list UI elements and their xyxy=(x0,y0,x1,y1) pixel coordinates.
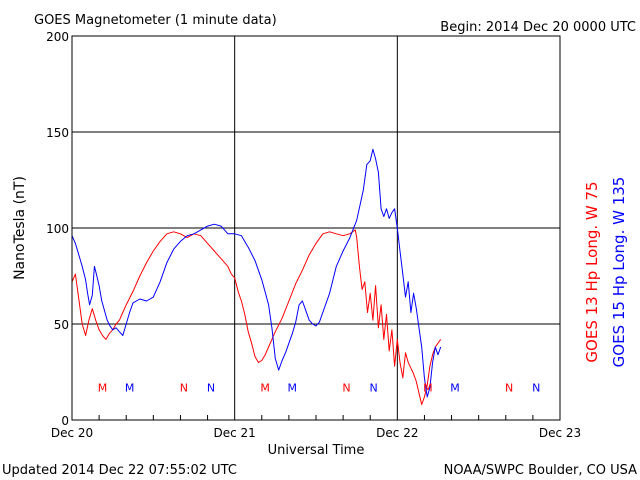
y-tick-label: 200 xyxy=(46,30,69,44)
y-tick-label: 50 xyxy=(54,318,69,332)
credit: NOAA/SWPC Boulder, CO USA xyxy=(444,463,637,478)
y-tick-label: 100 xyxy=(46,222,69,236)
legend-entry: GOES 13 Hp Long. W 75 xyxy=(583,181,601,362)
x-tick-label: Dec 23 xyxy=(539,426,581,440)
legend: GOES 13 Hp Long. W 75 GOES 15 Hp Long. W … xyxy=(583,177,628,368)
x-tick-label: Dec 22 xyxy=(376,426,418,440)
mn-marker: M xyxy=(125,381,135,394)
mn-marker: N xyxy=(505,381,513,394)
legend-entry: GOES 15 Hp Long. W 135 xyxy=(610,177,628,368)
x-axis-ticks: Dec 20 Dec 21 Dec 22 Dec 23 xyxy=(51,426,581,440)
series-line-goes13 xyxy=(71,229,442,406)
mn-marker: M xyxy=(260,381,270,394)
plot-frame xyxy=(71,35,561,421)
mn-marker: M xyxy=(288,381,298,394)
mn-marker: M xyxy=(98,381,108,394)
x-axis-label: Universal Time xyxy=(268,443,365,458)
begin-time: Begin: 2014 Dec 20 0000 UTC xyxy=(440,20,636,35)
mn-marker: M xyxy=(450,381,460,394)
mn-marker: N xyxy=(207,381,215,394)
series-line-goes15 xyxy=(71,148,442,398)
mn-marker: N xyxy=(369,381,377,394)
chart-title: GOES Magnetometer (1 minute data) xyxy=(34,13,277,28)
y-axis-ticks: 0 50 100 150 200 xyxy=(46,30,69,428)
mn-marker: N xyxy=(532,381,540,394)
y-tick-label: 0 xyxy=(61,414,69,428)
mn-marker: N xyxy=(342,381,350,394)
mn-marker: N xyxy=(180,381,188,394)
series-lines xyxy=(71,148,442,406)
y-tick-label: 150 xyxy=(46,126,69,140)
y-axis-label: NanoTesla (nT) xyxy=(12,176,28,280)
x-tick-label: Dec 21 xyxy=(214,426,256,440)
mn-marker: M xyxy=(423,381,433,394)
x-tick-label: Dec 20 xyxy=(51,426,93,440)
grid xyxy=(71,35,561,421)
updated-timestamp: Updated 2014 Dec 22 07:55:02 UTC xyxy=(2,463,237,478)
